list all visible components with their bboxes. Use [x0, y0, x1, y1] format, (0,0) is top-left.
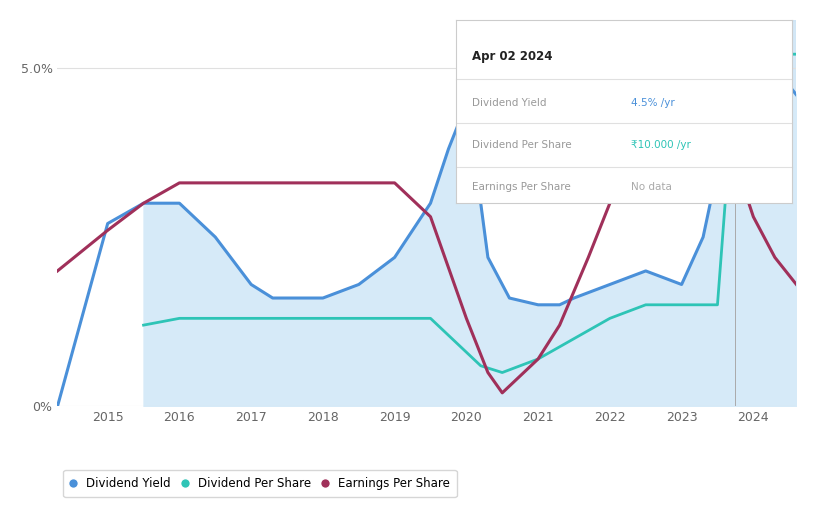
- Text: 4.5% /yr: 4.5% /yr: [631, 98, 674, 108]
- Text: Apr 02 2024: Apr 02 2024: [473, 50, 553, 64]
- Text: Dividend Per Share: Dividend Per Share: [473, 140, 572, 150]
- Text: Past: Past: [739, 38, 764, 50]
- Text: Earnings Per Share: Earnings Per Share: [473, 182, 571, 192]
- Text: No data: No data: [631, 182, 672, 192]
- Legend: Dividend Yield, Dividend Per Share, Earnings Per Share: Dividend Yield, Dividend Per Share, Earn…: [63, 470, 456, 497]
- Text: Dividend Yield: Dividend Yield: [473, 98, 547, 108]
- Bar: [736, 20, 796, 406]
- Text: ₹10.000 /yr: ₹10.000 /yr: [631, 140, 690, 150]
